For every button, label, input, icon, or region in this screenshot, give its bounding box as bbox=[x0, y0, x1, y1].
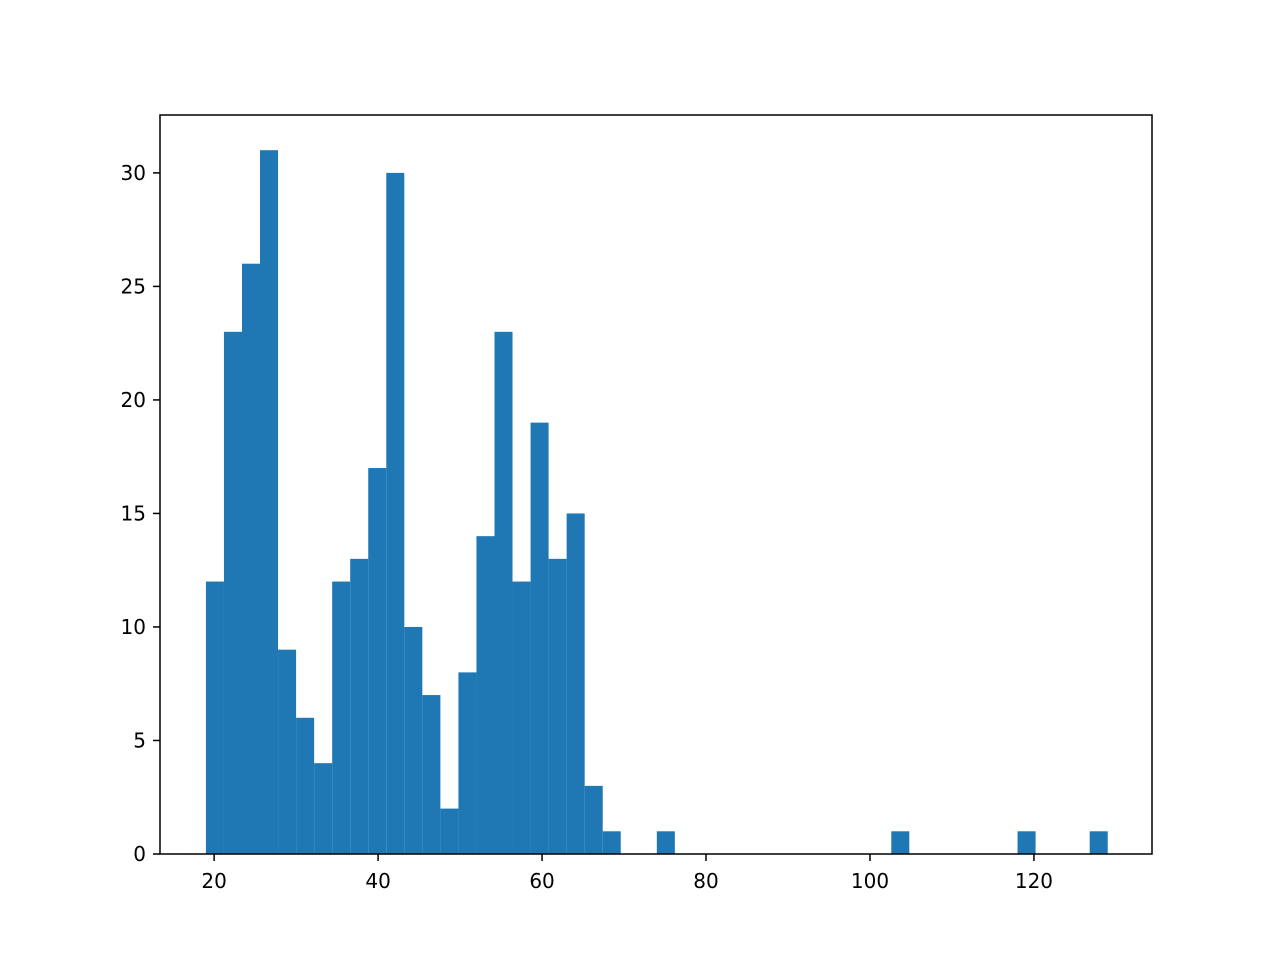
bar bbox=[241, 263, 261, 854]
bar bbox=[205, 581, 224, 854]
y-tick-label: 5 bbox=[133, 728, 146, 752]
bar bbox=[891, 831, 910, 854]
y-tick-label: 20 bbox=[121, 388, 146, 412]
y-tick-label: 15 bbox=[121, 501, 146, 525]
bar bbox=[296, 717, 315, 854]
bar bbox=[1089, 831, 1108, 854]
y-tick-label: 10 bbox=[121, 615, 146, 639]
bar bbox=[566, 513, 585, 854]
bar bbox=[548, 558, 567, 854]
x-tick-label: 100 bbox=[851, 869, 889, 893]
bar bbox=[386, 172, 405, 854]
bar bbox=[260, 150, 279, 854]
x-tick-label: 20 bbox=[201, 869, 226, 893]
bar bbox=[350, 558, 369, 854]
bar bbox=[1017, 831, 1036, 854]
bar bbox=[512, 581, 531, 854]
bar bbox=[404, 626, 423, 854]
bar bbox=[656, 831, 675, 854]
bar bbox=[530, 422, 549, 854]
x-tick-label: 40 bbox=[365, 869, 390, 893]
y-tick-label: 30 bbox=[121, 161, 146, 185]
bar bbox=[494, 331, 513, 854]
y-tick-label: 25 bbox=[121, 274, 146, 298]
bar bbox=[223, 331, 242, 854]
x-tick-label: 60 bbox=[529, 869, 554, 893]
bar bbox=[332, 581, 351, 854]
bar bbox=[440, 808, 459, 854]
axes-frame bbox=[159, 114, 1153, 855]
bar bbox=[602, 831, 621, 854]
bar bbox=[584, 785, 603, 854]
bar bbox=[314, 763, 333, 854]
bar bbox=[458, 672, 477, 854]
bar bbox=[476, 536, 495, 854]
x-tick-label: 80 bbox=[693, 869, 718, 893]
x-tick-label: 120 bbox=[1015, 869, 1053, 893]
y-tick-label: 0 bbox=[133, 842, 146, 866]
bar bbox=[422, 695, 441, 854]
bar bbox=[278, 649, 297, 854]
bar bbox=[368, 468, 387, 854]
